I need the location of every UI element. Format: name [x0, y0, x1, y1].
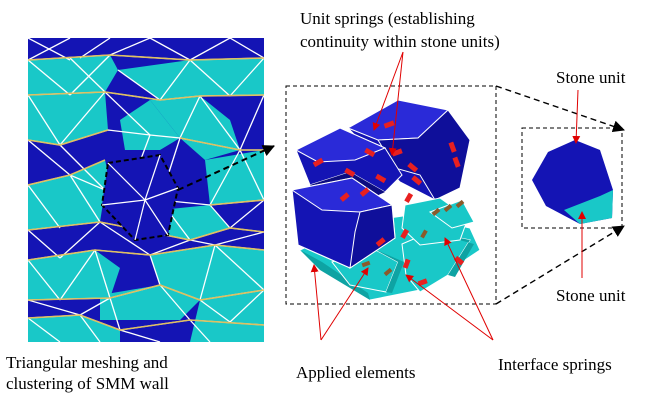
- zoom-box-right: [521, 127, 623, 229]
- zoom-box-middle: [285, 85, 497, 305]
- meshing-label-1: Triangular meshing and: [6, 353, 168, 372]
- stone-unit-label-bottom: Stone unit: [556, 286, 626, 305]
- stone-unit-shape: [532, 140, 613, 224]
- meshing-label-2: clustering of SMM wall: [6, 374, 169, 393]
- interface-springs-label: Interface springs: [498, 355, 612, 374]
- applied-elements-group: [290, 99, 481, 301]
- zoom-arrow-2: [495, 85, 625, 133]
- smm-wall-mesh: [28, 38, 264, 342]
- stone-unit-label-top: Stone unit: [556, 68, 626, 87]
- applied-elements-label: Applied elements: [296, 363, 416, 382]
- zoom-arrow-3: [495, 225, 625, 305]
- unit-springs-label-1: Unit springs (establishing: [300, 9, 475, 28]
- unit-springs-label-2: continuity within stone units): [300, 32, 500, 51]
- zoom-arrow-1: [177, 145, 275, 191]
